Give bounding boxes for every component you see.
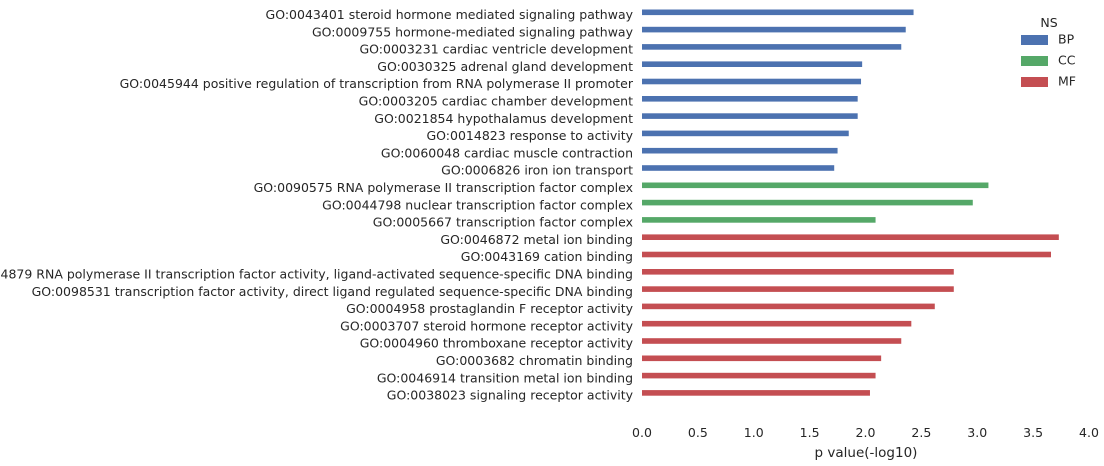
legend-label-mf: MF — [1058, 74, 1076, 89]
bar-bp — [642, 130, 849, 137]
category-label: GO:0004958 prostaglandin F receptor acti… — [346, 301, 634, 316]
bar-cc — [642, 182, 989, 189]
bar-bp — [642, 61, 863, 67]
bar-bp — [642, 113, 858, 119]
category-label: GO:0038023 signaling receptor activity — [387, 388, 634, 403]
bar-bp — [642, 147, 838, 154]
category-label: GO:0009755 hormone-mediated signaling pa… — [312, 24, 634, 39]
legend-entries-group: BP CC MF — [1021, 32, 1076, 89]
legend-title: NS — [1040, 15, 1057, 30]
category-label: GO:0003205 cardiac chamber development — [359, 94, 633, 109]
bar-bp — [642, 78, 862, 85]
category-label: GO:0003231 cardiac ventricle development — [359, 42, 633, 57]
x-axis-label: p value(-log10) — [815, 445, 918, 461]
category-label: GO:0046914 transition metal ion binding — [377, 370, 633, 385]
x-tick-label: 3.5 — [1023, 425, 1043, 440]
bar-bp — [642, 165, 835, 171]
x-tick-label: 1.5 — [800, 425, 820, 440]
category-label: GO:0005667 transcription factor complex — [373, 215, 633, 230]
bar-mf — [642, 320, 912, 327]
bar-bp — [642, 96, 858, 102]
bar-mf — [642, 251, 1052, 258]
category-label: GO:0060048 cardiac muscle contraction — [381, 145, 633, 160]
bar-cc — [642, 217, 876, 223]
category-label: GO:0021854 hypothalamus development — [374, 111, 633, 126]
x-tick-label: 2.5 — [911, 425, 931, 440]
category-label: GO:0004879 RNA polymerase II transcripti… — [0, 267, 633, 282]
bar-bp — [642, 44, 902, 50]
bar-mf — [642, 390, 870, 396]
category-label: GO:0003707 steroid hormone receptor acti… — [340, 318, 633, 333]
bar-mf — [642, 355, 882, 362]
bar-bp — [642, 9, 914, 16]
legend: NS BP CC MF — [1021, 15, 1076, 89]
bar-mf — [642, 303, 935, 310]
legend-swatch-cc — [1021, 56, 1048, 66]
bar-mf — [642, 338, 902, 344]
x-tick-label: 1.0 — [744, 425, 764, 440]
category-label: GO:0043401 steroid hormone mediated sign… — [266, 7, 634, 22]
category-label: GO:0044798 nuclear transcription factor … — [322, 197, 633, 212]
category-label: GO:0004960 thromboxane receptor activity — [360, 336, 634, 351]
bar-mf — [642, 269, 954, 275]
bar-cc — [642, 199, 973, 206]
category-label: GO:0045944 positive regulation of transc… — [120, 76, 634, 91]
category-label: GO:0043169 cation binding — [461, 249, 633, 264]
x-tick-label: 3.0 — [967, 425, 987, 440]
category-label: GO:0003682 chromatin binding — [436, 353, 633, 368]
x-tick-labels-group: 0.0 0.5 1.0 1.5 2.0 2.5 3.0 3.5 4.0 — [632, 425, 1099, 440]
bar-mf — [642, 234, 1059, 240]
category-label: GO:0090575 RNA polymerase II transcripti… — [254, 180, 633, 195]
x-tick-label: 0.5 — [688, 425, 708, 440]
category-label: GO:0006826 iron ion transport — [441, 163, 633, 178]
bar-bp — [642, 26, 906, 33]
bar-mf — [642, 286, 954, 292]
category-label: GO:0046872 metal ion binding — [440, 232, 633, 247]
legend-swatch-bp — [1021, 35, 1048, 45]
legend-label-cc: CC — [1058, 53, 1076, 68]
category-label: GO:0014823 response to activity — [426, 128, 633, 143]
bar-mf — [642, 372, 876, 379]
x-tick-label: 2.0 — [856, 425, 876, 440]
category-labels-group: GO:0043401 steroid hormone mediated sign… — [0, 7, 634, 403]
legend-label-bp: BP — [1058, 32, 1075, 47]
category-label: GO:0030325 adrenal gland development — [377, 59, 633, 74]
x-tick-label: 4.0 — [1079, 425, 1099, 440]
category-label: GO:0098531 transcription factor activity… — [32, 284, 633, 299]
bars-group — [642, 9, 1059, 396]
x-tick-label: 0.0 — [632, 425, 652, 440]
legend-swatch-mf — [1021, 77, 1048, 87]
